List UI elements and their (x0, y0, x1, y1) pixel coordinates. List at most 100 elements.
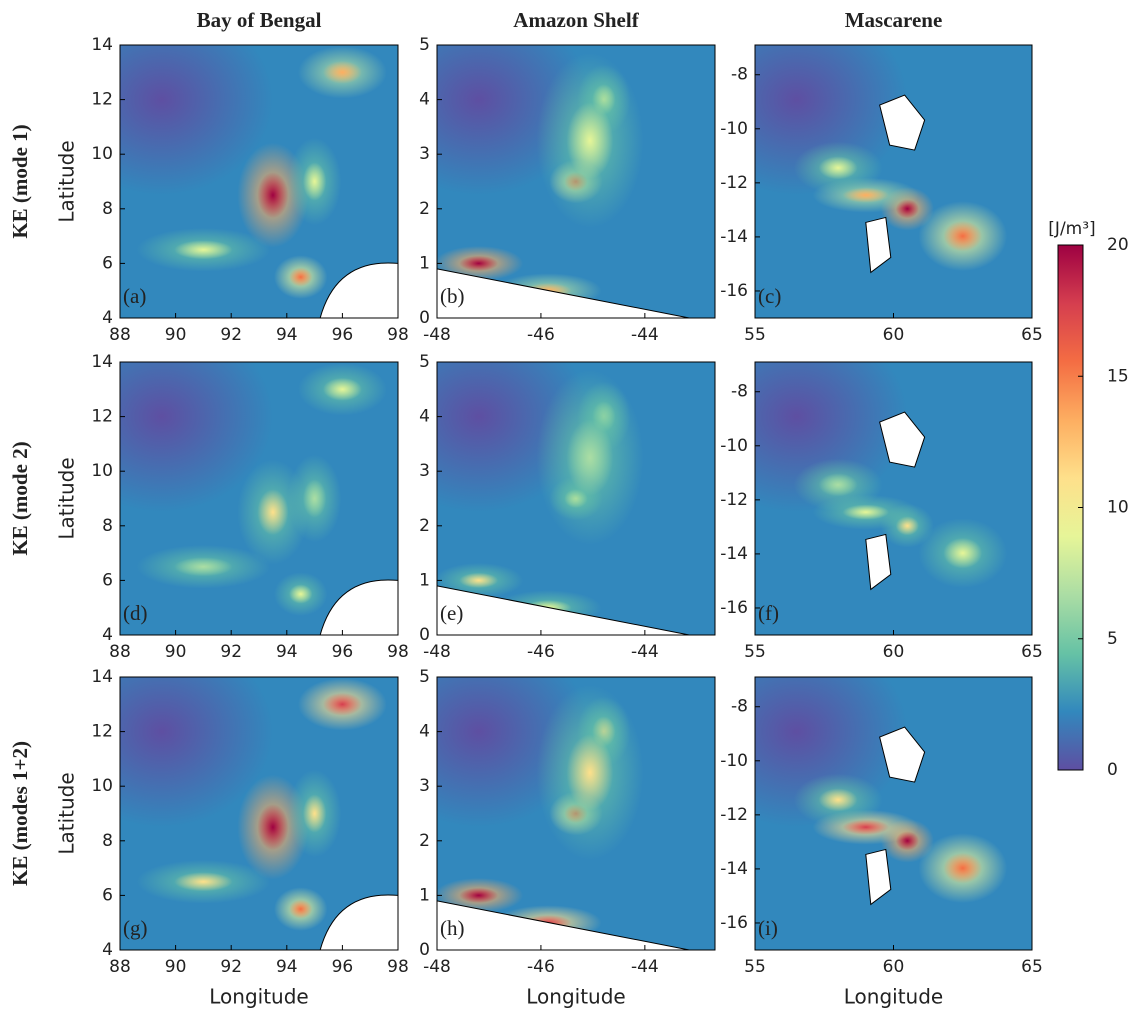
y-tick-label: 14 (91, 667, 113, 687)
land (437, 268, 692, 318)
land (437, 900, 692, 950)
x-tick-label: 96 (332, 957, 354, 977)
y-axis-label: Latitude (55, 457, 79, 539)
field-blob (289, 267, 313, 287)
y-tick-label: -14 (720, 227, 748, 247)
field-blob (322, 692, 362, 716)
map-field (755, 677, 1032, 950)
field-blob (459, 255, 499, 272)
x-tick-label: 92 (220, 642, 242, 662)
y-tick-label: -10 (720, 119, 748, 139)
field-blob (459, 572, 499, 589)
field-blob (459, 887, 499, 904)
y-tick-label: 2 (419, 516, 430, 536)
panel-label: (h) (440, 916, 465, 940)
x-tick-label: 60 (883, 957, 905, 977)
x-tick-label: 88 (109, 325, 131, 345)
field-blob (174, 872, 233, 892)
y-tick-label: -12 (720, 173, 748, 193)
x-tick-label: 90 (165, 957, 187, 977)
y-axis-label: Latitude (55, 140, 79, 222)
y-tick-label: -14 (720, 859, 748, 879)
y-tick-label: 14 (91, 35, 113, 55)
field-blob (322, 377, 362, 401)
field-blob (943, 852, 983, 884)
y-tick-label: 10 (91, 144, 113, 164)
y-tick-label: 3 (419, 776, 430, 796)
field-blob (174, 557, 233, 577)
x-tick-label: -44 (631, 325, 659, 345)
y-tick-label: 2 (419, 831, 430, 851)
map-field (120, 677, 398, 950)
x-tick-label: -48 (423, 325, 451, 345)
x-tick-label: -46 (527, 325, 555, 345)
field-blob (302, 794, 327, 833)
colorbar-tick-label: 15 (1107, 366, 1129, 386)
column-title: Amazon Shelf (513, 8, 639, 32)
y-tick-label: 0 (419, 308, 430, 328)
y-tick-label: 4 (419, 407, 430, 427)
field-blob (566, 734, 614, 811)
x-tick-label: -44 (631, 642, 659, 662)
x-tick-label: 98 (387, 642, 409, 662)
field-blob (257, 489, 289, 536)
y-tick-label: 1 (419, 253, 430, 273)
x-tick-label: 60 (883, 325, 905, 345)
x-tick-label: 94 (276, 325, 298, 345)
map-field (437, 362, 715, 635)
y-tick-label: -16 (720, 598, 748, 618)
y-tick-label: 1 (419, 570, 430, 590)
x-tick-label: -48 (423, 642, 451, 662)
row-label: KE (mode 2) (8, 441, 32, 555)
panel-frame (436, 676, 716, 951)
land (865, 94, 926, 274)
x-tick-label: 94 (276, 642, 298, 662)
x-tick-label: 65 (1021, 957, 1043, 977)
panel-label: (e) (440, 601, 463, 625)
y-tick-label: 4 (419, 90, 430, 110)
y-axis-label: Latitude (55, 772, 79, 854)
x-axis-label: Longitude (209, 985, 308, 1009)
colorbar-tick-label: 20 (1107, 235, 1129, 255)
field-shade (120, 362, 273, 513)
x-tick-label: 98 (387, 325, 409, 345)
column-title: Bay of Bengal (197, 8, 322, 32)
field-blob (818, 473, 858, 497)
x-tick-label: 60 (883, 642, 905, 662)
x-tick-label: -48 (423, 957, 451, 977)
y-tick-label: -16 (720, 281, 748, 301)
panel-label: (g) (123, 916, 148, 940)
y-tick-label: 6 (102, 570, 113, 590)
map-field (755, 45, 1032, 318)
panel-frame (119, 44, 399, 319)
y-tick-label: 12 (91, 407, 113, 427)
y-tick-label: -10 (720, 751, 748, 771)
y-tick-label: 10 (91, 461, 113, 481)
y-tick-label: -8 (731, 382, 748, 402)
panel-label: (d) (123, 601, 148, 625)
y-tick-label: 4 (102, 940, 113, 960)
panel-label: (i) (758, 916, 778, 940)
x-tick-label: 92 (220, 325, 242, 345)
field-blob (322, 60, 362, 84)
y-tick-label: 8 (102, 199, 113, 219)
x-axis-label: Longitude (526, 985, 625, 1009)
y-tick-label: 8 (102, 831, 113, 851)
panel-label: (c) (758, 284, 781, 308)
x-tick-label: 55 (744, 325, 766, 345)
field-blob (943, 220, 983, 252)
y-tick-label: 14 (91, 352, 113, 372)
field-shade (120, 677, 273, 828)
field-blob (943, 537, 983, 569)
x-tick-label: 96 (332, 325, 354, 345)
x-tick-label: 88 (109, 957, 131, 977)
panel-frame (119, 361, 399, 636)
y-tick-label: 8 (102, 516, 113, 536)
land (865, 411, 926, 591)
y-tick-label: -10 (720, 436, 748, 456)
field-blob (302, 162, 327, 201)
x-tick-label: -44 (631, 957, 659, 977)
y-tick-label: 1 (419, 885, 430, 905)
x-tick-label: -46 (527, 642, 555, 662)
